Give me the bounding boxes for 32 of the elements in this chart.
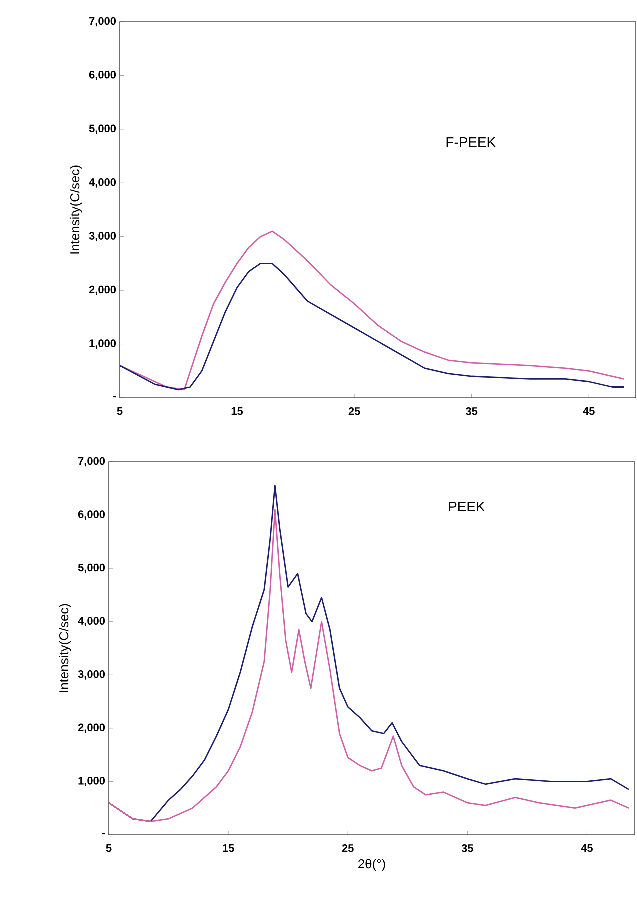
y-tick-label: - <box>113 396 116 398</box>
x-tick-label: 15 <box>223 844 234 852</box>
y-tick-label: 2,000 <box>78 724 106 734</box>
x-tick-label: 25 <box>342 844 354 852</box>
annotation: PEEK <box>449 502 486 512</box>
x-tick-label: 15 <box>232 408 244 416</box>
x-tick-label: 45 <box>581 844 593 852</box>
y-tick-label: 5,000 <box>78 564 106 574</box>
x-tick-label: 25 <box>348 408 360 416</box>
x-axis-title: 2θ(°) <box>358 859 386 872</box>
y-axis-title: Intensity(C/sec) <box>59 604 72 692</box>
y-tick-label: 3,000 <box>78 670 106 680</box>
y-tick-label: 1,000 <box>78 777 106 786</box>
x-tick-label: 45 <box>583 408 595 416</box>
annotation: F-PEEK <box>446 138 496 148</box>
y-tick-label: 5,000 <box>89 124 116 134</box>
x-tick-label: 35 <box>462 844 474 852</box>
y-tick-label: - <box>102 833 106 835</box>
y-axis-title: Intensity(C/sec) <box>70 166 82 254</box>
y-tick-label: 6,000 <box>78 510 106 520</box>
line-series <box>120 230 625 391</box>
x-tick-label: 5 <box>106 844 112 852</box>
x-tick-label: 35 <box>466 408 478 416</box>
y-tick-label: 7,000 <box>78 457 106 467</box>
y-tick-label: 1,000 <box>90 340 116 349</box>
y-tick-label: 4,000 <box>78 617 106 627</box>
x-tick-label: 5 <box>117 408 123 416</box>
y-tick-label: 3,000 <box>89 232 116 242</box>
y-tick-label: 7,000 <box>90 17 116 27</box>
y-tick-label: 4,000 <box>89 178 116 188</box>
y-tick-label: 2,000 <box>89 286 116 296</box>
y-tick-label: 6,000 <box>89 71 116 80</box>
